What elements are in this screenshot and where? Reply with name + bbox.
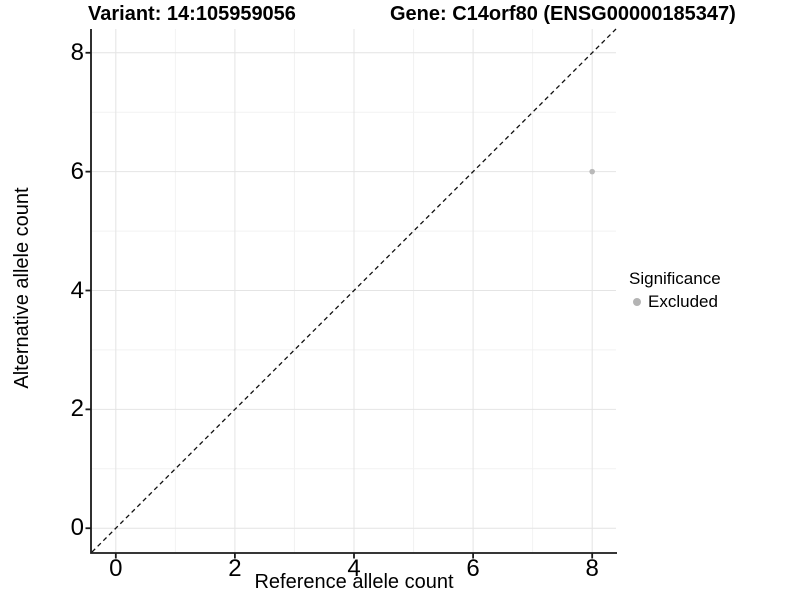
legend-entry-label: Excluded: [648, 292, 718, 311]
y-tick-label: 8: [70, 38, 84, 66]
data-point: [589, 168, 595, 175]
x-tick-label: 0: [109, 555, 123, 582]
plot-title-gene: Gene: C14orf80 (ENSG00000185347): [390, 3, 736, 25]
x-axis-title: Reference allele count: [254, 571, 454, 593]
legend: Significance Excluded: [629, 268, 721, 312]
y-tick-label: 6: [70, 157, 84, 185]
x-tick-label: 6: [466, 555, 480, 582]
legend-title: Significance: [629, 269, 721, 288]
y-tick-label: 4: [70, 276, 84, 304]
plot-title-variant: Variant: 14:105959056: [88, 3, 296, 25]
x-tick-label: 8: [585, 555, 599, 582]
legend-point-icon: [633, 298, 641, 306]
y-tick-label: 2: [70, 395, 84, 423]
legend-entry-excluded: Excluded: [633, 292, 721, 312]
y-tick-label: 0: [70, 514, 84, 542]
x-tick-label: 2: [228, 555, 242, 582]
axis-lines: [90, 29, 617, 554]
x-tick-label: 4: [347, 555, 361, 582]
identity-reference-line: [91, 28, 617, 553]
y-axis-title: Alternative allele count: [11, 187, 33, 389]
